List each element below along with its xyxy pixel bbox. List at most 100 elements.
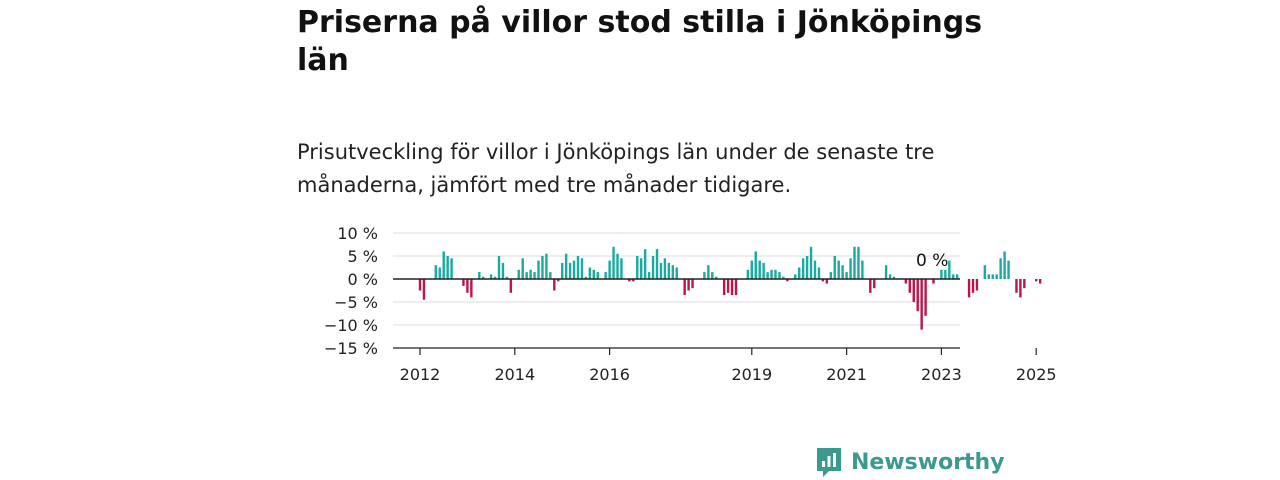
x-tick-label: 2016 [589,365,630,384]
bar [588,267,592,279]
brand-name: Newsworthy [851,449,1005,475]
bar [762,262,765,279]
bar [647,272,651,279]
bar [1019,279,1022,298]
bar [592,269,595,279]
bar [845,272,848,279]
bar [730,279,734,296]
bar [1007,260,1010,279]
axes [393,278,960,349]
bar [446,256,449,279]
bar [794,274,797,279]
bar [813,260,817,279]
bar [873,279,876,289]
gridlines [393,232,960,349]
bar [517,269,520,279]
bar [545,253,548,279]
bar [521,258,524,279]
bar [817,267,821,279]
bar [940,269,943,279]
bar [1003,251,1006,279]
bar [821,279,825,282]
bar [450,258,453,279]
bar [853,246,856,279]
bar [501,262,505,279]
bar [533,272,536,279]
bar [493,276,497,279]
y-tick-label: 5 % [348,247,378,266]
y-tick-label: 0 % [348,270,378,289]
bar [616,253,619,279]
annotations: 0 % [916,251,948,271]
bar [636,256,639,279]
bar [576,256,580,279]
bar [1015,279,1018,293]
bar [663,258,667,279]
bar [537,260,540,279]
x-tick-label: 2012 [400,365,441,384]
bar [888,274,892,279]
bar [707,265,710,279]
bar [1038,279,1042,284]
x-tick-label: 2021 [826,365,867,384]
bar [561,262,564,279]
y-tick-label: 10 % [337,224,378,243]
bar [505,276,509,279]
bar [557,279,560,282]
bar [952,274,955,279]
bar [904,279,908,284]
bar [837,260,840,279]
bar [999,258,1002,279]
bar [833,256,836,279]
bar [671,265,674,279]
bar [703,272,706,279]
bar [620,258,623,279]
bar [967,279,971,298]
bar [829,272,832,279]
bar [782,276,785,279]
bar [612,246,615,279]
bar [1035,279,1038,282]
bar [920,279,923,330]
bar [778,272,781,279]
bar [766,272,769,279]
bar [482,276,485,279]
bar [422,279,426,300]
bar [683,279,686,296]
last-value-label: 0 % [916,251,948,271]
brand-logo: Newsworthy [815,446,1005,478]
bar [640,258,643,279]
bar [825,279,829,284]
bar [715,276,718,279]
bar [995,274,998,279]
bars [418,246,1042,330]
bar [655,249,659,279]
y-axis-ticks: 10 % 5 % 0 % −5 % −10 % −15 % [324,224,378,358]
bar [470,279,473,298]
bar [675,267,678,279]
x-tick-label: 2023 [921,365,962,384]
bar [434,265,437,279]
bar [643,249,647,279]
bar [932,279,935,284]
bar [916,279,919,312]
y-tick-label: −15 % [324,339,378,358]
bar [801,258,805,279]
y-tick-label: −10 % [324,316,378,335]
bar [956,274,959,279]
bar [580,258,584,279]
bar [584,276,588,279]
bar [924,279,927,316]
bar [529,269,532,279]
bar [805,256,809,279]
bar [711,272,714,279]
x-axis-ticks: 2012 2014 2016 2019 2021 2023 2025 [400,348,1057,384]
bar [975,279,979,291]
bar [478,272,481,279]
bar [861,260,864,279]
bar [549,272,552,279]
bar [462,279,465,286]
bar [691,279,694,289]
bar [754,251,757,279]
bar [726,279,730,293]
